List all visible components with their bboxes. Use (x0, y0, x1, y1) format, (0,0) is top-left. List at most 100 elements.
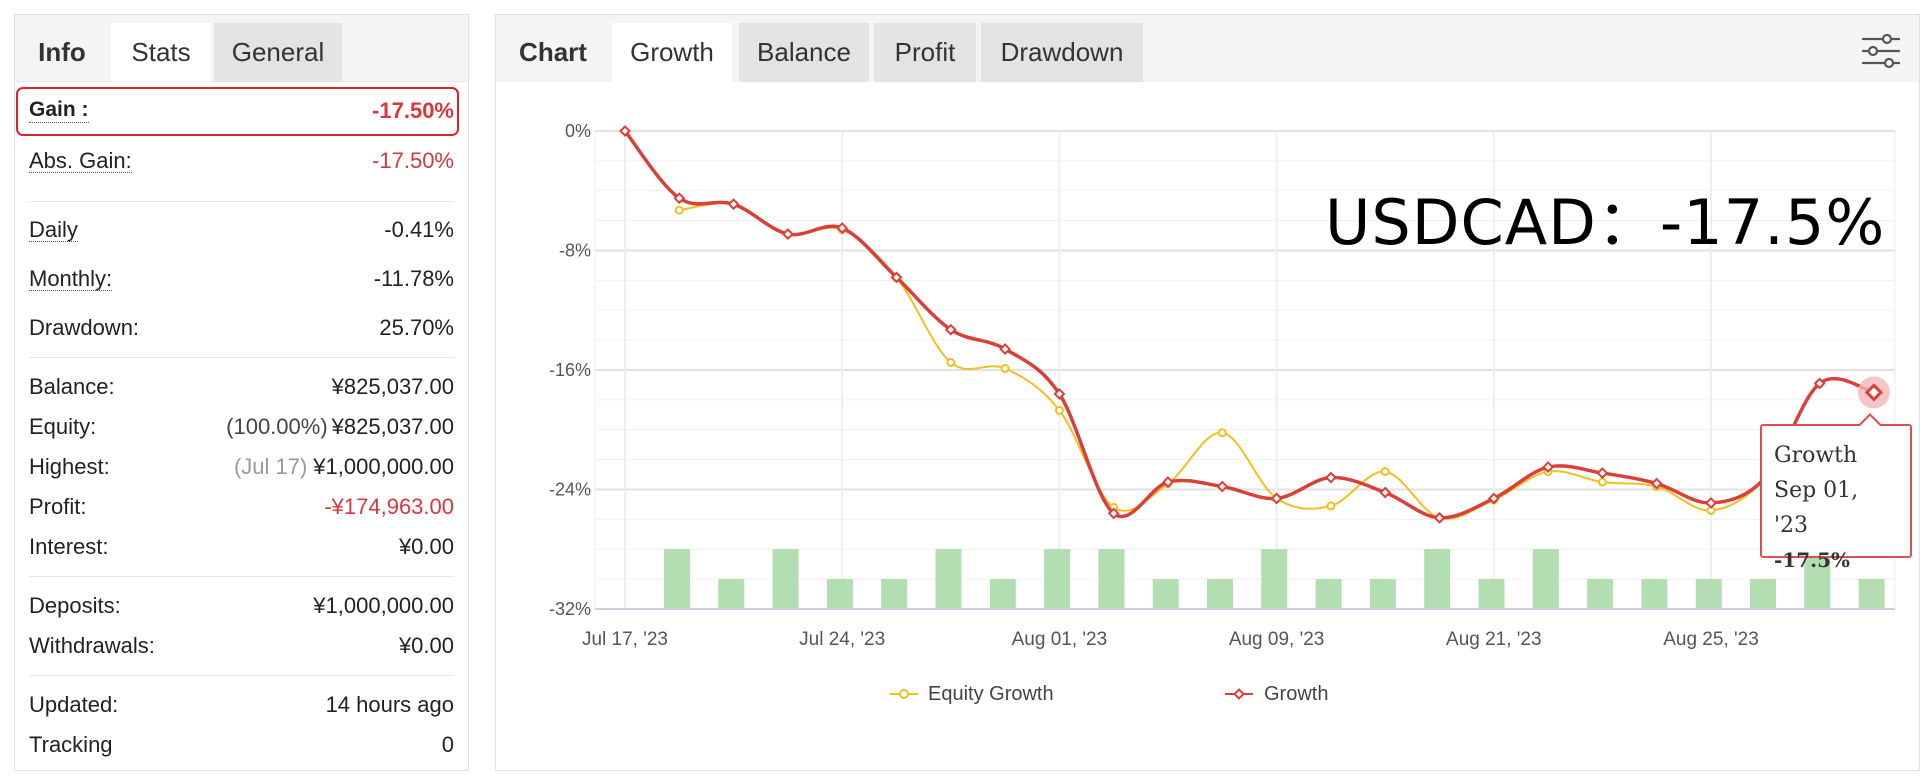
equity-growth-point[interactable] (1597, 477, 1607, 487)
legend-growth-label[interactable]: Growth (1264, 683, 1328, 705)
tracking-row: Tracking 0 (29, 732, 454, 758)
volume-bar (935, 549, 962, 609)
highest-value: ¥1,000,000.00 (313, 454, 454, 479)
growth-point[interactable] (1216, 480, 1229, 493)
equity-growth-point[interactable] (1000, 364, 1010, 374)
growth-point[interactable] (1596, 467, 1609, 479)
deposits-value: ¥1,000,000.00 (313, 593, 454, 618)
growth-point[interactable] (1813, 377, 1826, 390)
deposits-label: Deposits: (29, 593, 121, 618)
growth-point[interactable] (1162, 476, 1174, 488)
chart-legend: Equity Growth Growth (890, 683, 1328, 705)
highest-date: (Jul 17) (233, 454, 308, 479)
legend-equity-label[interactable]: Equity Growth (928, 683, 1054, 705)
gain-label[interactable]: Gain : (29, 98, 89, 123)
equity-row: Equity: (100.00%) ¥825,037.00 (29, 414, 454, 440)
equity-growth-point[interactable] (946, 358, 956, 368)
volume-bar (881, 579, 908, 609)
chart-series (619, 125, 1890, 524)
volume-bar (1695, 579, 1722, 609)
equity-growth-point[interactable] (674, 205, 684, 215)
growth-point[interactable] (727, 198, 740, 211)
tooltip-series: Growth (1774, 443, 1858, 468)
volume-bar (1044, 549, 1071, 609)
tooltip-date: Sep 01, '23 (1774, 478, 1859, 538)
highest-label: Highest: (29, 454, 110, 479)
y-tick-label: -24% (549, 480, 591, 500)
tab-drawdown[interactable]: Drawdown (981, 23, 1143, 82)
highest-row: Highest: (Jul 17) ¥1,000,000.00 (29, 454, 454, 480)
growth-point-selected[interactable] (1864, 383, 1884, 402)
daily-value: -0.41% (384, 217, 454, 242)
tracking-label: Tracking (29, 732, 113, 757)
growth-point[interactable] (999, 343, 1012, 356)
growth-point[interactable] (1324, 471, 1337, 484)
tab-info[interactable]: Info (38, 37, 86, 67)
volume-bar (664, 549, 690, 609)
chart-tabbar: Chart Growth Balance Profit Drawdown (496, 15, 1919, 82)
sliders-icon[interactable] (1861, 31, 1901, 71)
equity-growth-point[interactable] (1326, 501, 1336, 511)
tab-profit[interactable]: Profit (874, 23, 976, 82)
tab-stats[interactable]: Stats (111, 23, 211, 82)
balance-row: Balance: ¥825,037.00 (29, 374, 454, 400)
deposits-row: Deposits: ¥1,000,000.00 (29, 593, 454, 619)
y-tick-label: -8% (559, 241, 591, 261)
volume-bar (826, 579, 853, 609)
growth-point[interactable] (1107, 507, 1120, 520)
abs-gain-label[interactable]: Abs. Gain: (29, 147, 132, 174)
withdrawals-value: ¥0.00 (398, 633, 454, 658)
divider (29, 201, 454, 202)
growth-point[interactable] (1379, 486, 1392, 499)
gain-highlight-box (16, 87, 459, 136)
x-tick-label: Aug 25, '23 (1663, 629, 1759, 650)
growth-point[interactable] (781, 228, 794, 240)
volume-bar (1207, 579, 1233, 609)
growth-point[interactable] (619, 125, 631, 137)
monthly-label[interactable]: Monthly: (29, 265, 113, 292)
updated-row: Updated: 14 hours ago (29, 692, 454, 718)
monthly-row: Monthly: -11.78% (29, 266, 454, 292)
tab-chart[interactable]: Chart (519, 37, 587, 67)
equity-growth-point[interactable] (1054, 405, 1064, 415)
growth-point[interactable] (1542, 461, 1555, 474)
y-tick-label: 0% (565, 121, 591, 141)
growth-point[interactable] (1705, 497, 1717, 509)
growth-point[interactable] (1487, 492, 1500, 505)
tab-general[interactable]: General (214, 23, 342, 82)
profit-value: -¥174,963.00 (324, 494, 454, 519)
volume-bar (1315, 579, 1342, 609)
volume-bar (1641, 579, 1668, 609)
growth-point[interactable] (944, 323, 957, 336)
chart-tooltip: Growth Sep 01, '23 -17.5% (1760, 413, 1912, 572)
volume-bar (1858, 579, 1885, 609)
tab-growth[interactable]: Growth (612, 23, 732, 82)
growth-point[interactable] (1433, 511, 1446, 524)
y-tick-label: -16% (549, 360, 591, 380)
growth-point[interactable] (890, 271, 903, 284)
abs-gain-row: Abs. Gain: -17.50% (29, 148, 454, 174)
daily-label[interactable]: Daily (29, 216, 78, 243)
abs-gain-value: -17.50% (372, 148, 454, 173)
volume-bar (1587, 579, 1614, 609)
chart-grid (594, 130, 1896, 610)
growth-point[interactable] (1270, 492, 1283, 505)
volume-bar (1750, 579, 1776, 609)
equity-growth-point[interactable] (1217, 428, 1227, 438)
growth-point[interactable] (1650, 477, 1663, 490)
growth-point[interactable] (836, 222, 849, 235)
tab-balance[interactable]: Balance (739, 23, 869, 82)
volume-bar (1804, 549, 1831, 609)
interest-row: Interest: ¥0.00 (29, 534, 454, 560)
updated-label: Updated: (29, 692, 119, 717)
tooltip-value: -17.5% (1774, 548, 1851, 572)
profit-row: Profit: -¥174,963.00 (29, 494, 454, 520)
divider (29, 576, 454, 577)
equity-growth-point[interactable] (1380, 467, 1390, 477)
growth-point[interactable] (673, 192, 686, 205)
interest-label: Interest: (29, 534, 109, 559)
x-tick-label: Aug 09, '23 (1229, 629, 1325, 650)
x-tick-label: Jul 24, '23 (799, 629, 885, 650)
tracking-value: 0 (441, 732, 454, 757)
growth-point[interactable] (1053, 387, 1066, 400)
